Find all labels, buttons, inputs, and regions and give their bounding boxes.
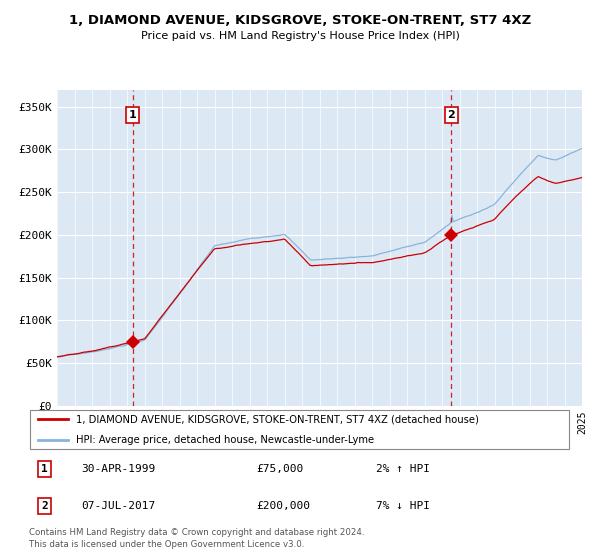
Text: 2% ↑ HPI: 2% ↑ HPI xyxy=(376,464,430,474)
Text: 07-JUL-2017: 07-JUL-2017 xyxy=(82,501,156,511)
Text: 1: 1 xyxy=(41,464,48,474)
Text: £75,000: £75,000 xyxy=(256,464,304,474)
Text: HPI: Average price, detached house, Newcastle-under-Lyme: HPI: Average price, detached house, Newc… xyxy=(76,435,374,445)
Text: 2: 2 xyxy=(41,501,48,511)
Text: £200,000: £200,000 xyxy=(256,501,310,511)
Text: 1, DIAMOND AVENUE, KIDSGROVE, STOKE-ON-TRENT, ST7 4XZ: 1, DIAMOND AVENUE, KIDSGROVE, STOKE-ON-T… xyxy=(69,14,531,27)
Text: Contains HM Land Registry data © Crown copyright and database right 2024.: Contains HM Land Registry data © Crown c… xyxy=(29,528,364,536)
Text: Price paid vs. HM Land Registry's House Price Index (HPI): Price paid vs. HM Land Registry's House … xyxy=(140,31,460,41)
Text: This data is licensed under the Open Government Licence v3.0.: This data is licensed under the Open Gov… xyxy=(29,540,304,549)
Text: 2: 2 xyxy=(448,110,455,120)
Text: 7% ↓ HPI: 7% ↓ HPI xyxy=(376,501,430,511)
FancyBboxPatch shape xyxy=(30,410,569,449)
Text: 30-APR-1999: 30-APR-1999 xyxy=(82,464,156,474)
Text: 1: 1 xyxy=(129,110,137,120)
Text: 1, DIAMOND AVENUE, KIDSGROVE, STOKE-ON-TRENT, ST7 4XZ (detached house): 1, DIAMOND AVENUE, KIDSGROVE, STOKE-ON-T… xyxy=(76,414,479,424)
